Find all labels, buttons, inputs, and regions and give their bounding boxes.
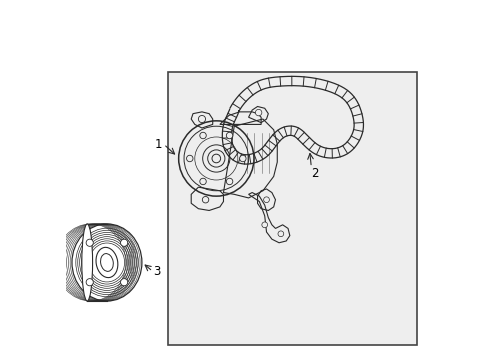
Circle shape [255,109,262,116]
Text: 3: 3 [153,265,161,278]
Circle shape [226,132,233,139]
Ellipse shape [82,224,93,301]
Circle shape [226,178,233,185]
Circle shape [202,197,209,203]
Text: 2: 2 [311,167,318,180]
Text: 1: 1 [154,138,162,150]
Circle shape [198,116,205,123]
Circle shape [86,239,93,246]
Circle shape [121,239,128,246]
Circle shape [121,279,128,286]
Circle shape [187,155,193,162]
Circle shape [278,231,284,237]
Circle shape [240,155,246,162]
Circle shape [86,279,93,286]
Circle shape [264,197,270,203]
Circle shape [262,222,268,228]
Bar [168,72,417,345]
Circle shape [200,132,206,139]
Circle shape [200,178,206,185]
